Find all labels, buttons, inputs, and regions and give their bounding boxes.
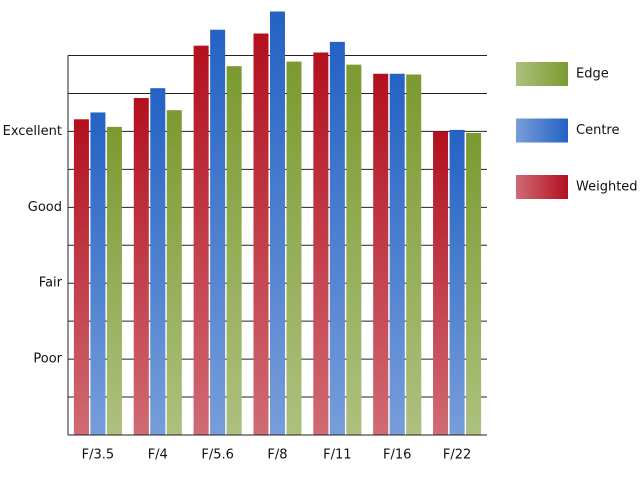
bar-shade xyxy=(329,41,345,435)
bar-shade xyxy=(270,11,285,436)
bar-shade xyxy=(433,131,449,435)
x-tick-label: F/11 xyxy=(323,448,351,463)
bar-shade xyxy=(226,66,242,436)
legend-label: Weighted xyxy=(576,180,638,195)
bar-shade xyxy=(346,64,362,436)
bar-shade xyxy=(193,45,209,435)
y-tick-label: Fair xyxy=(39,276,63,291)
legend-label: Centre xyxy=(576,123,619,138)
x-tick-label: F/4 xyxy=(148,448,168,463)
x-tick-label: F/3.5 xyxy=(82,448,115,463)
bar-shade xyxy=(449,129,465,436)
bar-shade xyxy=(106,126,122,435)
legend-swatch-shade xyxy=(516,175,568,199)
bar-shade xyxy=(406,74,422,436)
bar-shade xyxy=(313,52,329,435)
bar-shade xyxy=(373,73,389,435)
x-tick-label: F/5.6 xyxy=(201,448,234,463)
x-tick-label: F/22 xyxy=(443,448,471,463)
y-tick-label: Excellent xyxy=(3,124,62,139)
x-tick-label: F/16 xyxy=(383,448,411,463)
x-tick-label: F/8 xyxy=(267,448,287,463)
bar-shade xyxy=(73,119,89,436)
bar-shade xyxy=(253,33,269,435)
bar-shade xyxy=(166,110,182,435)
y-tick-label: Poor xyxy=(33,352,62,367)
legend-label: Edge xyxy=(576,67,609,82)
bar-shade xyxy=(90,112,106,436)
legend-swatch-shade xyxy=(516,62,568,86)
y-tick-label: Good xyxy=(28,200,62,215)
bar-shade xyxy=(466,132,482,436)
bar-shade xyxy=(133,98,149,436)
bar-shade xyxy=(389,73,405,435)
legend-swatch-shade xyxy=(516,118,568,143)
bar-shade xyxy=(150,88,166,435)
bar-shade xyxy=(210,29,226,435)
bar-shade xyxy=(286,61,302,435)
